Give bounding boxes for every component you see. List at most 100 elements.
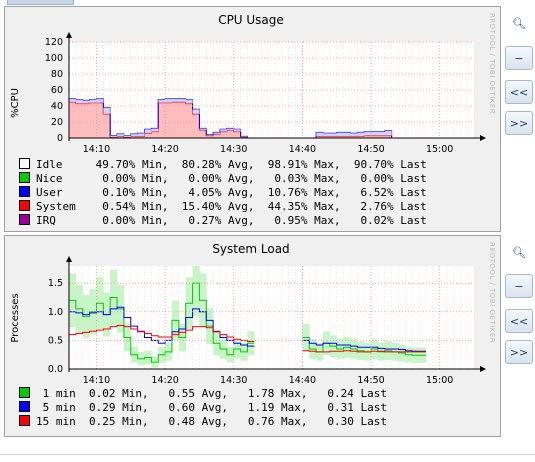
load-y-tick-label: 0.0: [48, 364, 63, 375]
cpu-user-area: [75, 99, 84, 104]
rrdtool-watermark-2: RRDTOOL / TOBI OETIKER: [488, 242, 496, 344]
load-legend-swatch: [19, 401, 30, 412]
cpu-legend-swatch: [19, 186, 30, 197]
cpu-x-tick-label: 15:00: [426, 144, 453, 155]
cpu-y-tick-label: 40: [51, 101, 63, 112]
cpu-user-area: [89, 99, 97, 103]
cpu-user-area: [117, 134, 125, 137]
cpu-user-area: [130, 134, 138, 137]
top-strip: [0, 0, 535, 6]
cpu-user-area: [213, 132, 221, 134]
cpu-user-area: [144, 129, 152, 134]
cpu-usage-chart: CPU Usage %CPU 0 20 40 60 80 100 120 14:10 14:20…: [10, 13, 486, 155]
cpu-system-area: [151, 131, 159, 138]
cpu-system-area: [158, 102, 166, 138]
load-graph-panel: System Load Processes 0.0 0.5 1.0 1.5 14:10 1…: [4, 235, 501, 437]
load-series-1-min: [69, 282, 426, 363]
load-x-tick-label: 14:50: [357, 375, 384, 386]
zoom-out-button-2[interactable]: −: [505, 274, 533, 298]
cpu-user-area: [171, 98, 180, 102]
cpu-user-area: [123, 135, 132, 138]
cpu-user-area: [206, 134, 214, 136]
cpu-user-area: [336, 132, 344, 137]
rrdtool-watermark: RRDTOOL / TOBI OETIKER: [488, 13, 496, 115]
cpu-user-area: [343, 132, 351, 137]
cpu-user-area: [103, 107, 111, 114]
cpu-legend-row: Nice 0.00% Min, 0.00% Avg, 0.03% Max, 0.…: [19, 172, 427, 186]
cpu-user-area: [384, 130, 392, 136]
cpu-legend-swatch: [19, 172, 30, 183]
cpu-user-area: [165, 98, 173, 103]
load-legend-text: 1 min 0.02 Min, 0.55 Avg, 1.78 Max, 0.24…: [36, 387, 387, 400]
load-1min-range: [192, 266, 200, 317]
cpu-user-area: [240, 136, 248, 138]
cpu-legend-text: System 0.54% Min, 15.40% Avg, 44.35% Max…: [36, 200, 427, 213]
cpu-system-area: [322, 136, 331, 138]
cpu-x-tick-label: 14:20: [151, 144, 178, 155]
cpu-system-area: [178, 102, 186, 138]
cpu-user-area: [192, 109, 200, 114]
load-chart-title: System Load: [212, 242, 289, 256]
cpu-system-area: [75, 103, 84, 138]
cpu-x-tick-label: 14:10: [83, 144, 110, 155]
cpu-system-area: [377, 135, 386, 138]
system-load-chart: System Load Processes 0.0 0.5 1.0 1.5 14:10 1…: [10, 242, 486, 386]
cpu-legend: Idle 49.70% Min, 80.28% Avg, 98.91% Max,…: [19, 158, 427, 228]
cpu-system-area: [329, 136, 338, 138]
cpu-legend-text: User 0.10% Min, 4.05% Avg, 10.76% Max, 6…: [36, 186, 427, 199]
cpu-system-area: [69, 102, 77, 138]
cpu-user-area: [371, 131, 379, 136]
load-legend-row: 15 min 0.25 Min, 0.48 Avg, 0.76 Max, 0.3…: [19, 415, 387, 429]
cpu-y-axis-label: %CPU: [10, 88, 21, 118]
cpu-user-area: [69, 98, 77, 102]
cpu-system-area: [316, 136, 324, 138]
cpu-system-area: [357, 136, 365, 138]
zoom-in-button-2[interactable]: 🔍︎: [505, 240, 533, 264]
cpu-legend-swatch: [19, 214, 30, 225]
cpu-x-tick-label: 14:50: [357, 144, 384, 155]
cpu-system-area: [96, 102, 104, 138]
cpu-user-area: [226, 128, 235, 130]
cpu-x-tick-label: 14:40: [289, 144, 316, 155]
zoom-in-icon: 🔍︎: [512, 16, 526, 30]
cpu-system-area: [226, 130, 235, 138]
load-series-15-min: [69, 325, 426, 353]
load-legend-text: 15 min 0.25 Min, 0.48 Avg, 0.76 Max, 0.3…: [36, 415, 387, 428]
cpu-system-area: [82, 103, 90, 138]
cpu-user-area: [329, 133, 338, 137]
load-x-tick-label: 14:20: [151, 375, 178, 386]
cpu-user-area: [199, 128, 207, 130]
cpu-y-tick-label: 80: [51, 69, 63, 80]
load-legend-swatch: [19, 415, 30, 426]
cpu-x-tick-label: 14:30: [220, 144, 247, 155]
cpu-system-area: [130, 136, 138, 138]
load-x-tick-label: 14:10: [83, 375, 110, 386]
pan-forward-button-2[interactable]: >>: [505, 340, 533, 364]
cpu-system-area: [89, 102, 97, 138]
zoom-in-button[interactable]: 🔍︎: [505, 11, 533, 35]
cpu-user-area: [185, 99, 193, 104]
load-x-tick-label: 14:40: [289, 375, 316, 386]
cpu-user-area: [233, 129, 241, 132]
tab-stub[interactable]: [7, 0, 74, 5]
cpu-legend-swatch: [19, 158, 30, 169]
zoom-out-icon: −: [514, 51, 524, 65]
cpu-user-area: [377, 131, 386, 136]
pan-forward-button[interactable]: >>: [505, 111, 533, 135]
load-x-tick-label: 15:00: [426, 375, 453, 386]
bottom-border: [0, 454, 535, 455]
zoom-out-icon-2: −: [514, 279, 524, 293]
cpu-system-area: [117, 136, 125, 138]
cpu-system-area: [220, 131, 228, 138]
load-y-tick-label: 1.0: [48, 307, 63, 318]
cpu-user-area: [178, 98, 186, 102]
pan-back-button[interactable]: <<: [505, 80, 533, 104]
load-y-tick-label: 0.5: [48, 335, 63, 346]
load-legend-swatch: [19, 387, 30, 398]
cpu-user-area: [357, 132, 365, 137]
cpu-legend-row: User 0.10% Min, 4.05% Avg, 10.76% Max, 6…: [19, 186, 427, 200]
pan-back-button-2[interactable]: <<: [505, 309, 533, 333]
cpu-user-area: [96, 98, 104, 103]
zoom-out-button[interactable]: −: [505, 46, 533, 70]
cpu-system-area: [384, 135, 392, 138]
